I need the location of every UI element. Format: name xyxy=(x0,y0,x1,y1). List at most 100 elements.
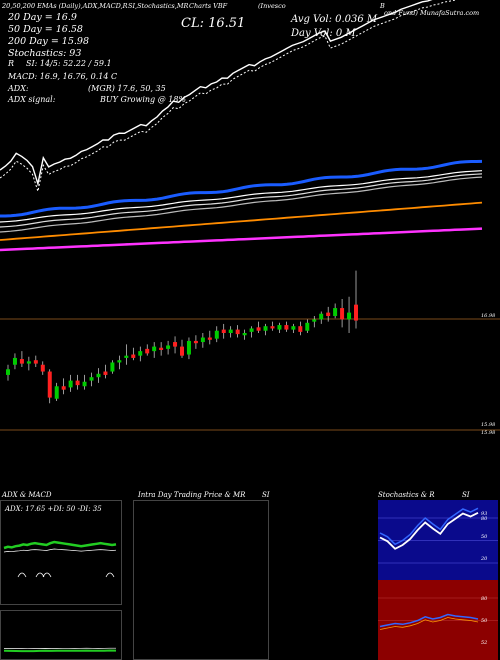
ema-orange-line xyxy=(0,201,483,241)
day-volume: Day Vol: 0 M xyxy=(291,28,356,39)
adx-stats: ADX: 17.65 +DI: 50 -DI: 35 xyxy=(5,505,102,513)
stoch-panel-si: SI xyxy=(462,491,470,499)
candle-body xyxy=(235,329,240,335)
intraday-panel xyxy=(133,500,269,660)
rsi-axis-label: 50 xyxy=(481,618,488,624)
ema20-label: 20 Day = 16.9 xyxy=(8,12,77,23)
stoch-axis-label: 80 xyxy=(481,516,488,522)
intraday-panel-title: Intra Day Trading Price & MR xyxy=(138,491,246,499)
stochastics-label: Stochastics: 93 xyxy=(8,48,82,59)
ema-white-line-1 xyxy=(0,176,483,233)
candle-body xyxy=(228,329,233,333)
adx-white-line xyxy=(3,548,117,553)
ema-blue-line xyxy=(0,159,483,218)
ema-dotted-line xyxy=(0,0,457,194)
candle-body xyxy=(12,357,17,365)
candle-body xyxy=(159,347,164,350)
candle-body xyxy=(354,304,358,321)
stoch-d-line xyxy=(379,511,479,550)
candle-body xyxy=(131,354,136,358)
candle-body xyxy=(6,369,10,375)
candle-body xyxy=(54,386,59,399)
candle-body xyxy=(242,333,247,336)
stoch-k-line xyxy=(379,507,479,546)
candle-body xyxy=(173,342,178,347)
stoch-panel-title: Stochastics & R xyxy=(378,491,435,499)
candle-body xyxy=(89,377,94,381)
candle-body xyxy=(40,364,45,372)
rsi-axis-label: 80 xyxy=(481,596,488,602)
chart-header-left: 20,50,200 EMAs (Daily),ADX,MACD,R xyxy=(2,2,128,10)
candle-body xyxy=(270,326,275,329)
candle-body xyxy=(340,308,345,320)
candle-body xyxy=(103,371,108,375)
candle-body xyxy=(75,380,80,386)
candle-body xyxy=(256,327,261,331)
ema50-label: 50 Day = 16.58 xyxy=(8,24,83,35)
price-chart: 11 Jul12 Jul15 Jul16 Jul17 Jul18 Jul19 J… xyxy=(0,0,500,431)
company-mid: B xyxy=(380,2,385,10)
candle-body xyxy=(277,325,282,330)
stoch-axis-label: 93 xyxy=(481,511,487,517)
macd-white-line xyxy=(3,647,116,650)
adx-green-line xyxy=(3,540,117,550)
candle-body xyxy=(47,371,52,398)
candle-body xyxy=(145,348,150,354)
price-label-high: 16.98 xyxy=(481,313,496,319)
price-label-low1: 15.98 xyxy=(481,422,496,428)
macd-label: MACD: 16.9, 16.76, 0.14 C xyxy=(8,72,118,81)
company-left: (Invesco xyxy=(258,2,286,10)
stoch-axis-label: 20 xyxy=(480,556,488,562)
rsi-line xyxy=(379,613,479,628)
avg-volume: Avg Vol: 0.036 M xyxy=(291,14,378,25)
candle-body xyxy=(117,360,122,363)
candle-body xyxy=(26,361,31,364)
candle-body xyxy=(186,340,191,355)
stoch-axis-label: 50 xyxy=(481,534,488,540)
candle-body xyxy=(305,322,310,331)
rsi-label: SI: 14/5: 52.22 / 59.1 xyxy=(26,59,112,68)
adx-signal-label: ADX signal: xyxy=(8,95,56,104)
rsi-prefix: R xyxy=(8,59,15,68)
candle-body xyxy=(291,326,296,330)
rsi-signal-line xyxy=(379,617,479,630)
candle-body xyxy=(180,346,184,356)
candle-body xyxy=(326,312,331,316)
candle-body xyxy=(284,325,289,330)
adx-value: (MGR) 17.6, 50, 35 xyxy=(88,84,166,93)
adx-panel: ADX: 17.65 +DI: 50 -DI: 35 xyxy=(0,500,122,605)
candle-body xyxy=(200,337,205,343)
candle-body xyxy=(249,328,254,332)
candle-body xyxy=(152,346,157,352)
company-right: ond Fund) MunafaSutra.com xyxy=(384,9,480,17)
ema-white-line-3 xyxy=(0,170,483,223)
ema-magenta-line xyxy=(0,227,483,252)
adx-dip-mark xyxy=(105,572,115,578)
candle-body xyxy=(207,337,212,340)
candle-body xyxy=(110,362,115,372)
candle-body xyxy=(221,329,226,333)
close-price: CL: 16.51 xyxy=(181,16,246,31)
adx-signal-value: BUY Growing @ 18% xyxy=(100,95,187,104)
ema200-label: 200 Day = 15.98 xyxy=(8,36,89,47)
candle-body xyxy=(347,312,352,320)
candle-body xyxy=(68,380,73,388)
chart-ticker: Charts VBF xyxy=(189,2,228,10)
candle-body xyxy=(138,351,143,356)
rsi-panel xyxy=(378,580,498,660)
adx-dip-mark xyxy=(35,572,45,578)
candle-body xyxy=(19,359,24,364)
candle-body xyxy=(96,373,101,378)
candle-body xyxy=(319,313,324,320)
intraday-panel-si: SI xyxy=(262,491,270,499)
macd-green-line xyxy=(3,649,117,653)
candle-body xyxy=(61,386,66,390)
price-close-line xyxy=(0,0,433,187)
adx-label: ADX: xyxy=(8,84,29,93)
candle-body xyxy=(124,355,129,358)
candle-body xyxy=(312,319,317,322)
adx-panel-title: ADX & MACD xyxy=(2,491,52,499)
candle-body xyxy=(82,381,87,387)
candle-body xyxy=(214,330,219,339)
